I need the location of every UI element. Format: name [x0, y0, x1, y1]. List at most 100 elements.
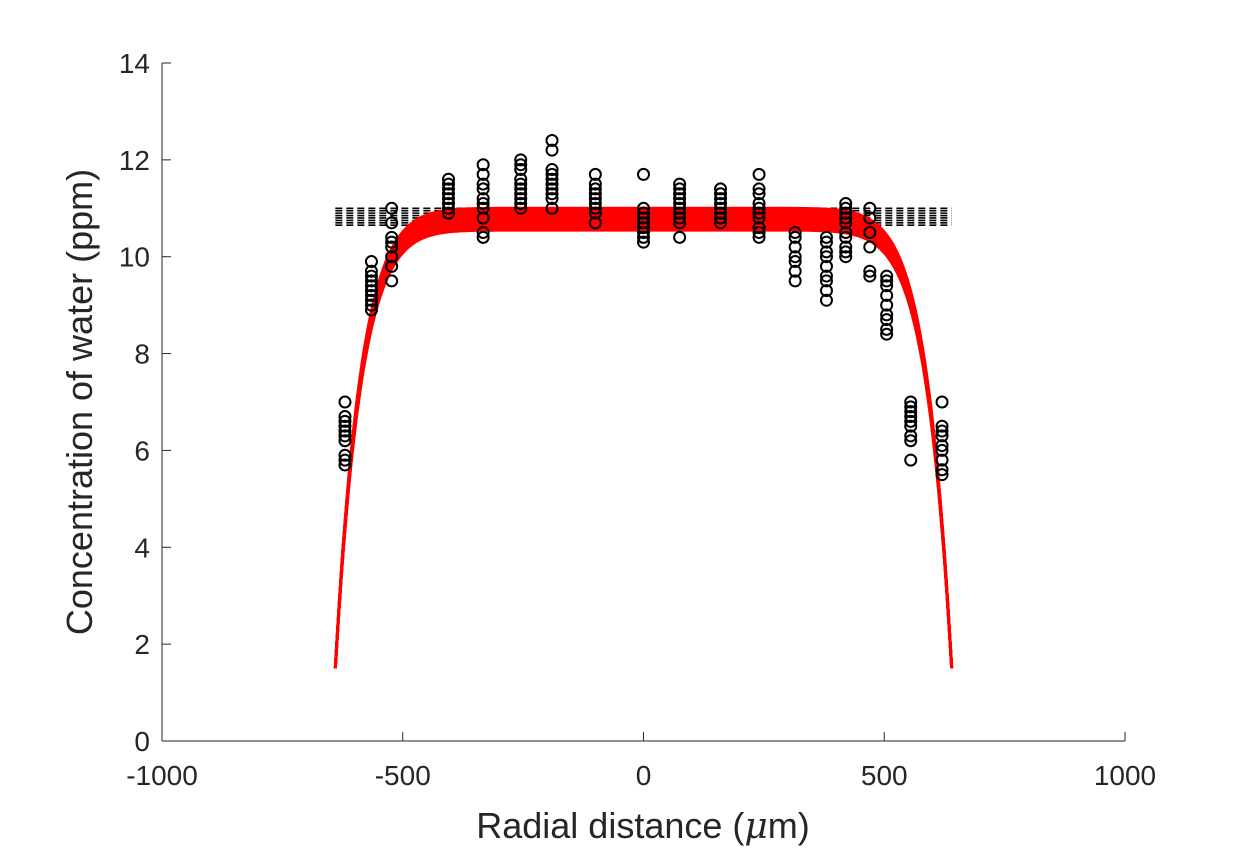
data-point: [752, 182, 766, 196]
data-point: [819, 293, 833, 307]
data-point: [364, 264, 378, 278]
data-point: [441, 196, 455, 210]
x-ticks: -1000 -500 0 500 1000: [126, 732, 1156, 791]
data-point: [752, 201, 766, 215]
data-point: [839, 226, 853, 239]
data-point: [880, 298, 894, 312]
data-point: [819, 250, 833, 264]
data-point: [441, 172, 455, 186]
data-point: [673, 192, 687, 206]
data-point: [673, 182, 687, 196]
data-point: [385, 240, 399, 254]
x-axis-title-text: Radial distance (: [476, 805, 744, 846]
data-point: [819, 235, 833, 249]
data-point: [338, 448, 352, 462]
data-point: [819, 274, 833, 288]
data-point: [752, 230, 766, 244]
data-point: [385, 201, 399, 215]
data-point: [904, 453, 918, 467]
data-point: [338, 434, 352, 448]
data-point: [545, 192, 559, 206]
data-point: [752, 167, 766, 181]
x-axis-title-symbol: μ: [744, 806, 767, 847]
data-point: [819, 230, 833, 244]
data-point: [338, 419, 352, 433]
data-point: [545, 187, 559, 201]
data-point: [880, 279, 894, 293]
data-point: [476, 177, 490, 191]
data-point: [788, 274, 802, 288]
data-point: [385, 235, 399, 249]
data-point: [880, 274, 894, 288]
axes: -1000 -500 0 500 1000 0 2 4 6 8 10 12 14: [119, 48, 1156, 791]
data-point: [364, 279, 378, 293]
data-point: [880, 269, 894, 283]
plot-area: [333, 133, 954, 669]
data-point: [514, 192, 528, 206]
data-point: [839, 206, 853, 220]
data-point: [545, 163, 559, 177]
data-point: [839, 201, 853, 215]
data-point: [545, 182, 559, 196]
data-point: [385, 230, 399, 244]
data-point: [935, 424, 949, 438]
data-point: [935, 419, 949, 433]
data-point: [819, 284, 833, 298]
data-point: [752, 187, 766, 201]
data-point: [839, 216, 853, 230]
data-point: [935, 468, 949, 482]
data-point: [514, 201, 528, 215]
data-point: [673, 196, 687, 210]
data-point: [364, 255, 378, 269]
data-point: [819, 245, 833, 259]
data-point: [338, 410, 352, 424]
data-point: [839, 245, 853, 259]
data-point: [364, 303, 378, 317]
data-point: [863, 269, 877, 283]
fit-curve: [333, 218, 954, 669]
data-point: [788, 255, 802, 269]
data-point: [588, 192, 602, 206]
y-tick-label: 0: [134, 726, 150, 757]
data-point: [714, 201, 728, 215]
data-point: [338, 395, 352, 409]
data-point: [752, 211, 766, 225]
data-point: [904, 429, 918, 443]
x-tick-label: 0: [636, 760, 652, 791]
data-point: [385, 250, 399, 264]
data-point: [788, 264, 802, 278]
data-point: [514, 172, 528, 186]
data-point: [673, 211, 687, 225]
data-point: [476, 182, 490, 196]
data-point: [637, 167, 650, 181]
data-point: [788, 226, 802, 239]
data-point: [476, 167, 490, 181]
data-point: [514, 182, 528, 196]
data-point: [935, 395, 949, 409]
data-point: [935, 439, 949, 453]
data-point: [863, 201, 877, 215]
y-tick-label: 2: [134, 629, 150, 660]
data-point: [385, 259, 399, 273]
data-point: [752, 196, 766, 210]
data-point: [752, 226, 766, 239]
data-point: [588, 216, 602, 230]
x-tick-label: 1000: [1094, 760, 1156, 791]
data-point: [904, 395, 918, 409]
data-point: [788, 240, 802, 254]
data-point: [819, 259, 833, 273]
data-point: [839, 211, 853, 225]
data-point: [441, 192, 455, 206]
data-point: [514, 158, 528, 172]
y-tick-label: 10: [119, 242, 150, 273]
data-point: [673, 187, 687, 201]
data-point: [476, 230, 490, 244]
data-point: [514, 163, 528, 177]
y-tick-label: 4: [134, 532, 150, 563]
y-tick-label: 12: [119, 145, 150, 176]
data-point: [588, 206, 602, 220]
data-point: [441, 177, 455, 191]
data-point: [545, 133, 559, 147]
